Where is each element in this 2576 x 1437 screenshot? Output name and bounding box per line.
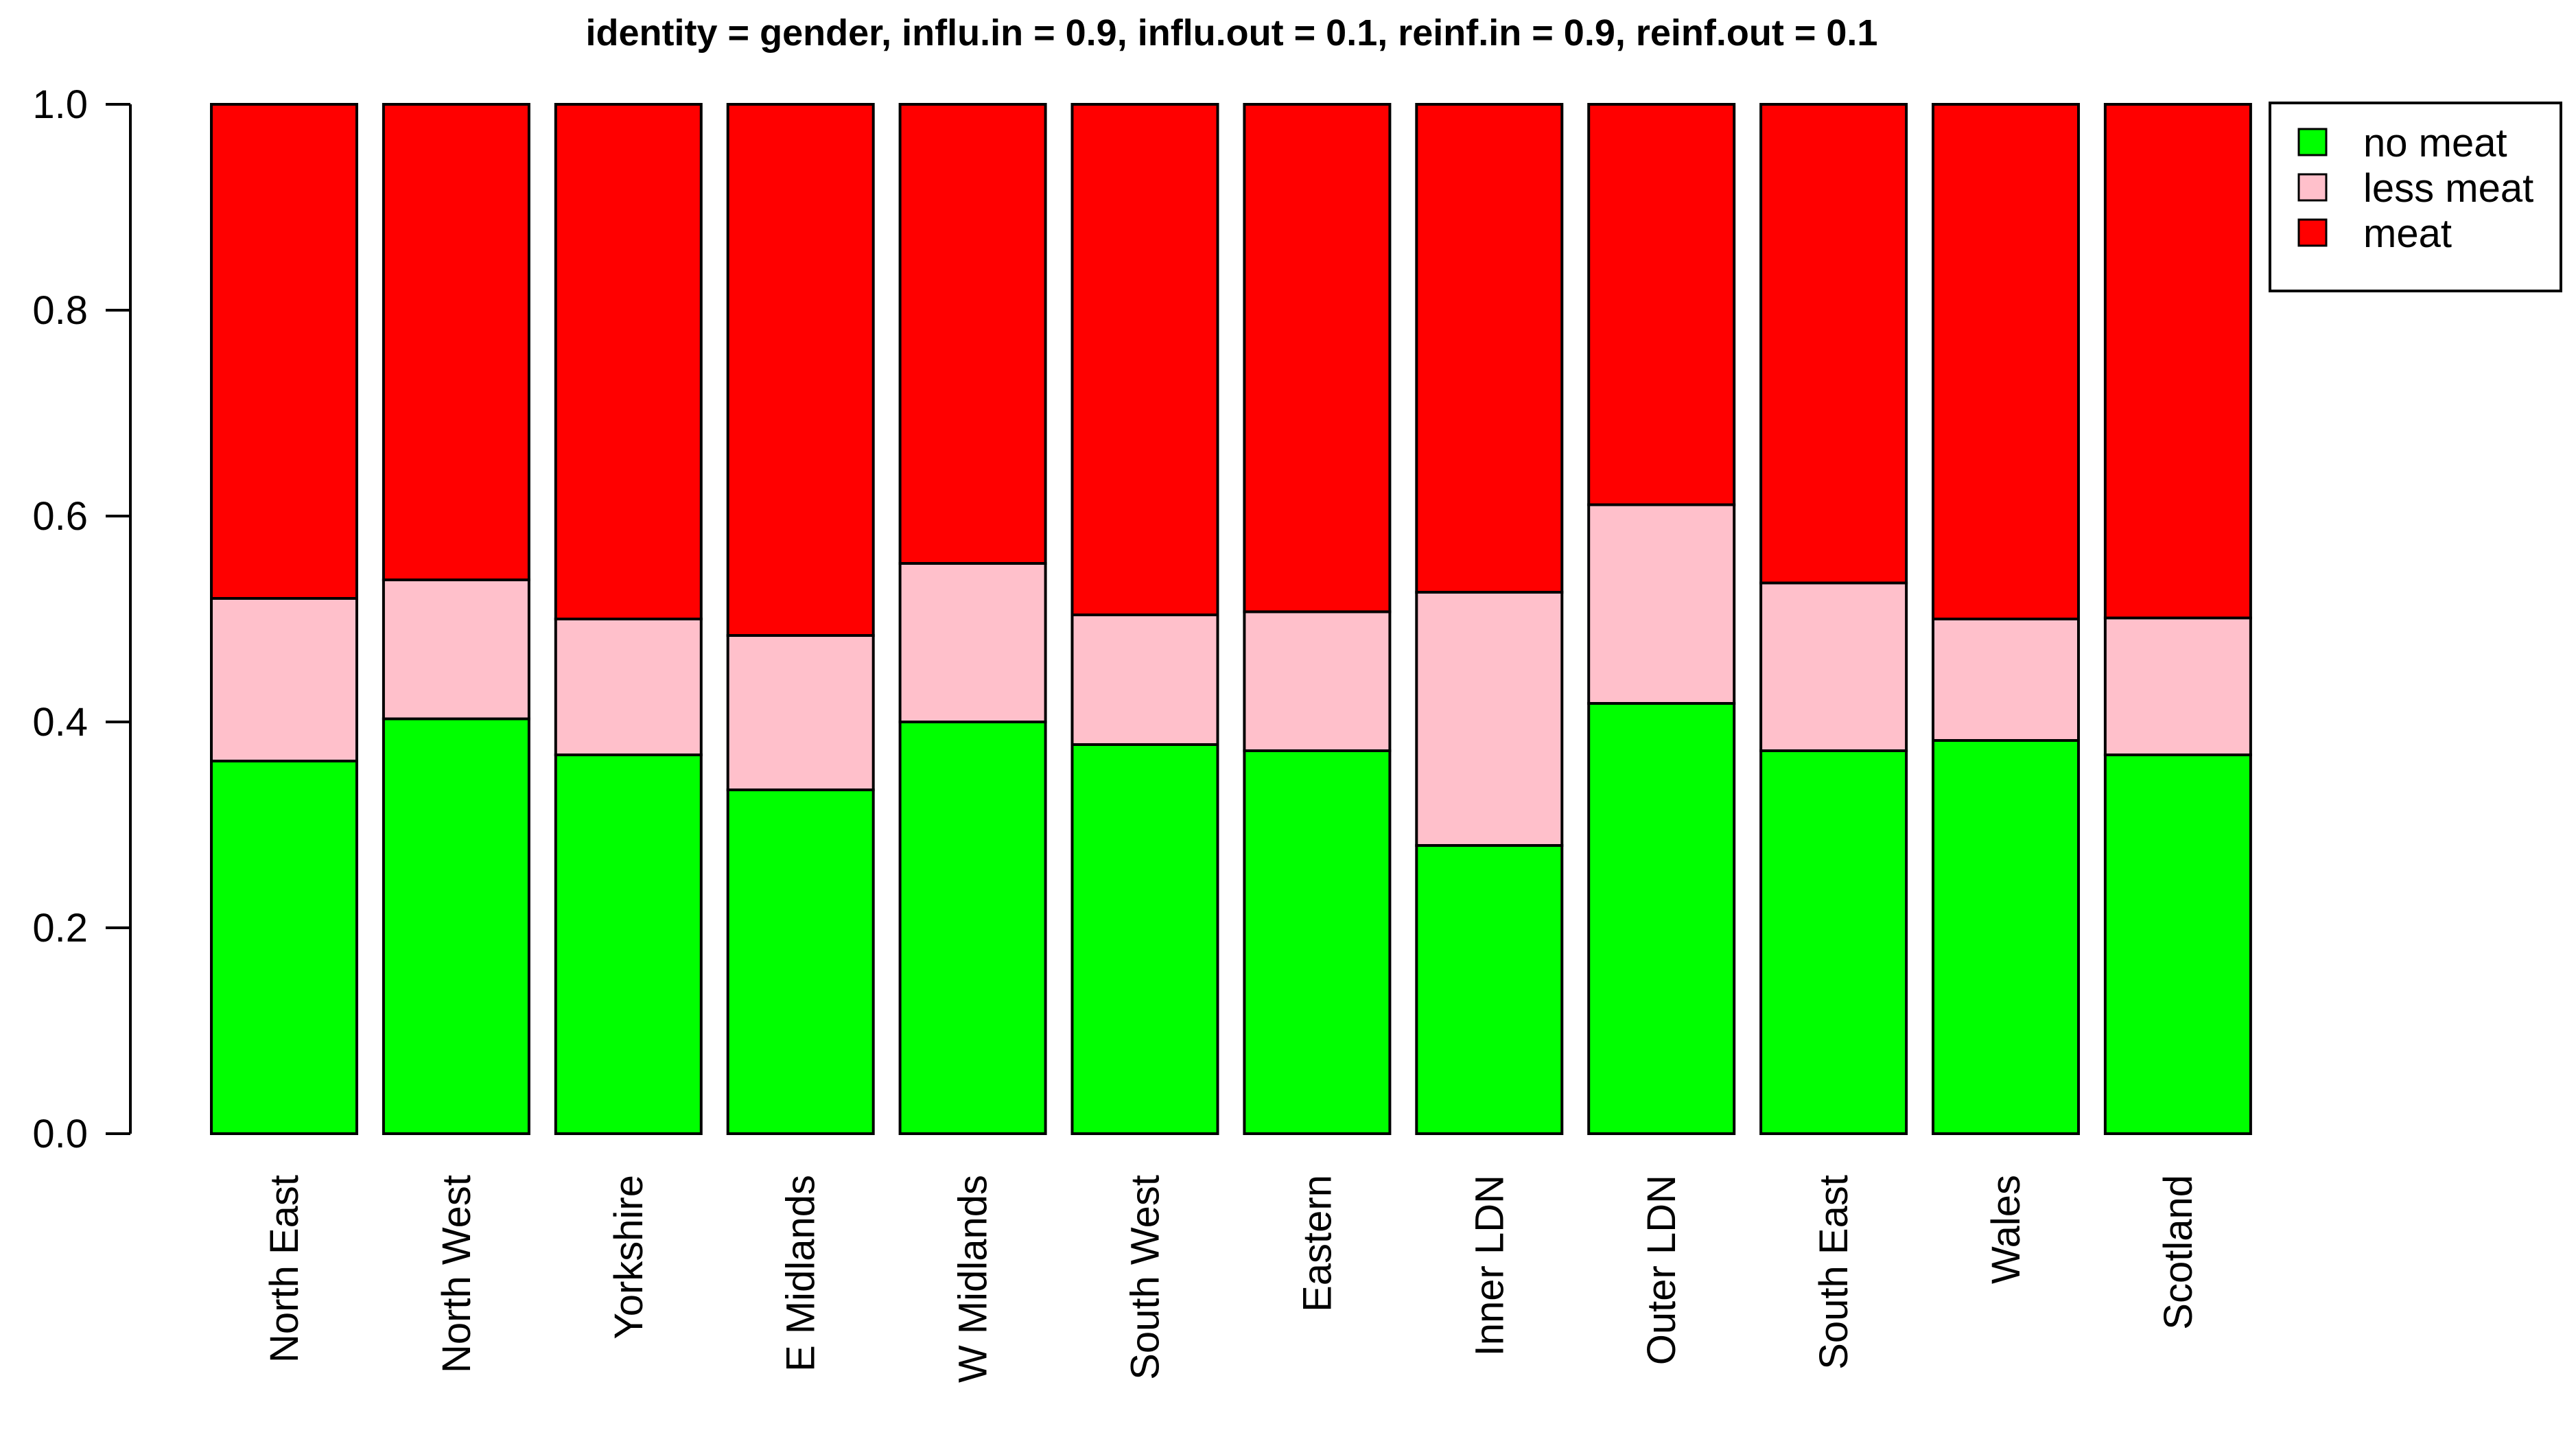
bar-segment-no-meat xyxy=(726,788,875,1135)
bar-segment-meat xyxy=(382,103,530,581)
bar-segment-less-meat xyxy=(1759,581,1908,752)
bars-group xyxy=(210,103,2252,1135)
y-tick-label: 0.6 xyxy=(32,494,88,539)
x-category-label: South East xyxy=(1812,1175,1856,1370)
y-tick-label: 0.8 xyxy=(32,288,88,333)
legend-swatch xyxy=(2297,173,2328,202)
x-category-label: Eastern xyxy=(1295,1175,1339,1312)
y-tick-label: 1.0 xyxy=(32,82,88,127)
bar-segment-meat xyxy=(1070,103,1219,616)
bar-segment-no-meat xyxy=(210,760,358,1135)
bar-segment-meat xyxy=(554,103,703,620)
bar-segment-less-meat xyxy=(1243,610,1392,752)
bar-segment-no-meat xyxy=(898,721,1047,1135)
legend-label: less meat xyxy=(2363,166,2533,211)
bar-segment-less-meat xyxy=(898,562,1047,723)
x-category-label: Outer LDN xyxy=(1639,1175,1684,1365)
y-tick-label: 0.0 xyxy=(32,1112,88,1156)
x-axis-labels: North East North West Yorkshire E Midlands W… xyxy=(262,1175,2201,1383)
bar-segment-meat xyxy=(1759,103,1908,585)
bar-segment-less-meat xyxy=(2103,616,2252,756)
legend-label: meat xyxy=(2363,211,2452,256)
legend-label: no meat xyxy=(2363,121,2507,165)
bar-segment-no-meat xyxy=(1587,702,1736,1135)
bar-segment-meat xyxy=(210,103,358,600)
bar-segment-less-meat xyxy=(382,579,530,721)
x-category-label: W Midlands xyxy=(951,1175,996,1383)
bar-segment-no-meat xyxy=(1932,739,2080,1135)
y-tick-label: 0.4 xyxy=(32,700,88,745)
bar-segment-no-meat xyxy=(1070,743,1219,1135)
x-category-label: North East xyxy=(262,1175,307,1363)
bar-segment-less-meat xyxy=(1415,591,1564,847)
bar-segment-less-meat xyxy=(554,618,703,756)
x-category-label: North West xyxy=(434,1175,479,1373)
x-category-label: South West xyxy=(1123,1175,1168,1380)
bar-segment-meat xyxy=(1415,103,1564,594)
bar-segment-meat xyxy=(2103,103,2252,620)
x-category-label: Inner LDN xyxy=(1467,1175,1512,1356)
bar-segment-no-meat xyxy=(2103,753,2252,1135)
x-category-label: E Midlands xyxy=(779,1175,823,1372)
legend-box xyxy=(2269,102,2562,292)
bar-segment-meat xyxy=(1587,103,1736,506)
x-category-label: Wales xyxy=(1984,1175,2028,1284)
bar-segment-no-meat xyxy=(382,717,530,1135)
bar-segment-less-meat xyxy=(1070,614,1219,746)
legend-swatch xyxy=(2297,218,2328,247)
x-category-label: Yorkshire xyxy=(607,1175,651,1340)
bar-segment-no-meat xyxy=(554,753,703,1135)
bar-segment-less-meat xyxy=(1587,503,1736,705)
bar-segment-less-meat xyxy=(210,597,358,762)
bar-segment-meat xyxy=(1932,103,2080,620)
bar-segment-meat xyxy=(726,103,875,637)
bar-segment-no-meat xyxy=(1759,749,1908,1135)
y-tick-label: 0.2 xyxy=(32,906,88,950)
y-axis: 0.0 0.2 0.4 0.6 0.8 1.0 xyxy=(32,82,132,1156)
chart-title: identity = gender, influ.in = 0.9, influ… xyxy=(586,12,1878,54)
bar-segment-meat xyxy=(898,103,1047,565)
bar-segment-meat xyxy=(1243,103,1392,614)
bar-segment-no-meat xyxy=(1415,844,1564,1135)
bar-segment-less-meat xyxy=(1932,618,2080,742)
bar-segment-no-meat xyxy=(1243,749,1392,1135)
x-category-label: Scotland xyxy=(2156,1175,2201,1330)
legend-swatch xyxy=(2297,128,2328,156)
bar-segment-less-meat xyxy=(726,634,875,791)
